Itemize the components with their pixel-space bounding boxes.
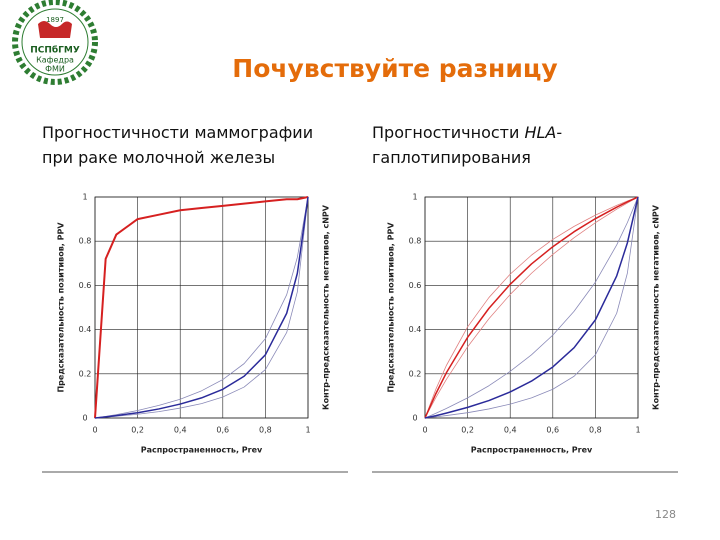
subtitle-part: при раке молочной железы (42, 148, 275, 167)
y-tick-label: 0.2 (409, 369, 422, 378)
logo: 1897 ПСПбГМУ Кафедра ФМИ (12, 0, 98, 85)
x-tick-label: 0 (422, 426, 427, 435)
x-tick-label: 0,2 (131, 426, 144, 435)
logo-year: 1897 (46, 16, 64, 24)
y-tick-label: 0 (412, 414, 417, 423)
y-tick-label: 0.2 (79, 369, 92, 378)
y-tick-label: 0 (82, 414, 87, 423)
series-line (94, 196, 309, 419)
subtitle-part: Прогностичности (372, 123, 524, 142)
subtitle-part: - (556, 123, 562, 142)
series-line (94, 196, 309, 419)
x-tick-label: 1 (305, 426, 310, 435)
chart-subtitle: Прогностичности HLA- (372, 123, 562, 142)
x-tick-label: 0,6 (216, 426, 229, 435)
chart-subtitle: при раке молочной железы (42, 148, 275, 167)
subtitle-part: гаплотипирования (372, 148, 531, 167)
y-tick-label: 0.8 (409, 237, 422, 246)
x-tick-label: 0,8 (589, 426, 602, 435)
x-tick-label: 0,4 (504, 426, 517, 435)
y-tick-label: 0.8 (79, 237, 92, 246)
y-tick-label: 0.4 (409, 325, 422, 334)
subtitle-part: Прогностичности маммографии (42, 123, 313, 142)
series-line (424, 196, 639, 419)
series-line (424, 196, 639, 419)
y-axis-label: Предсказательность позитивов, PPV (57, 222, 66, 393)
x-tick-label: 0,4 (174, 426, 187, 435)
y-tick-label: 1 (82, 193, 87, 202)
y-tick-label: 0.4 (79, 325, 92, 334)
x-tick-label: 0 (92, 426, 97, 435)
subtitle-part: HLA (524, 123, 556, 142)
logo-emblem (38, 21, 72, 38)
series-line (424, 196, 639, 419)
series-line (94, 196, 309, 419)
page-number: 128 (655, 508, 676, 521)
plot-frame (424, 196, 639, 419)
plot-frame (94, 196, 309, 419)
logo-line: Кафедра (36, 56, 74, 65)
y-tick-label: 0.6 (79, 281, 92, 290)
logo-line: ПСПбГМУ (30, 45, 80, 56)
x-tick-label: 0,8 (259, 426, 272, 435)
y2-axis-label: Контр-предсказательность негативов, cNPV (652, 204, 661, 410)
slide-title: Почувствуйте разницу (232, 54, 557, 83)
series-line (424, 196, 639, 419)
x-tick-label: 0,2 (461, 426, 474, 435)
x-tick-label: 0,6 (546, 426, 559, 435)
logo-ring (21, 8, 89, 76)
x-axis-label: Распространенность, Prev (141, 446, 263, 455)
y2-axis-label: Контр-предсказательность негативов, cNPV (322, 204, 331, 410)
logo-wreath (12, 0, 98, 85)
chart-subtitle: Прогностичности маммографии (42, 123, 313, 142)
x-tick-label: 1 (635, 426, 640, 435)
y-axis-label: Предсказательность позитивов, PPV (387, 222, 396, 393)
x-axis-label: Распространенность, Prev (471, 446, 593, 455)
series-line (424, 196, 639, 419)
chart-subtitle: гаплотипирования (372, 148, 531, 167)
y-tick-label: 0.6 (409, 281, 422, 290)
y-tick-label: 1 (412, 193, 417, 202)
series-line (424, 196, 639, 419)
logo-line: ФМИ (45, 65, 65, 74)
